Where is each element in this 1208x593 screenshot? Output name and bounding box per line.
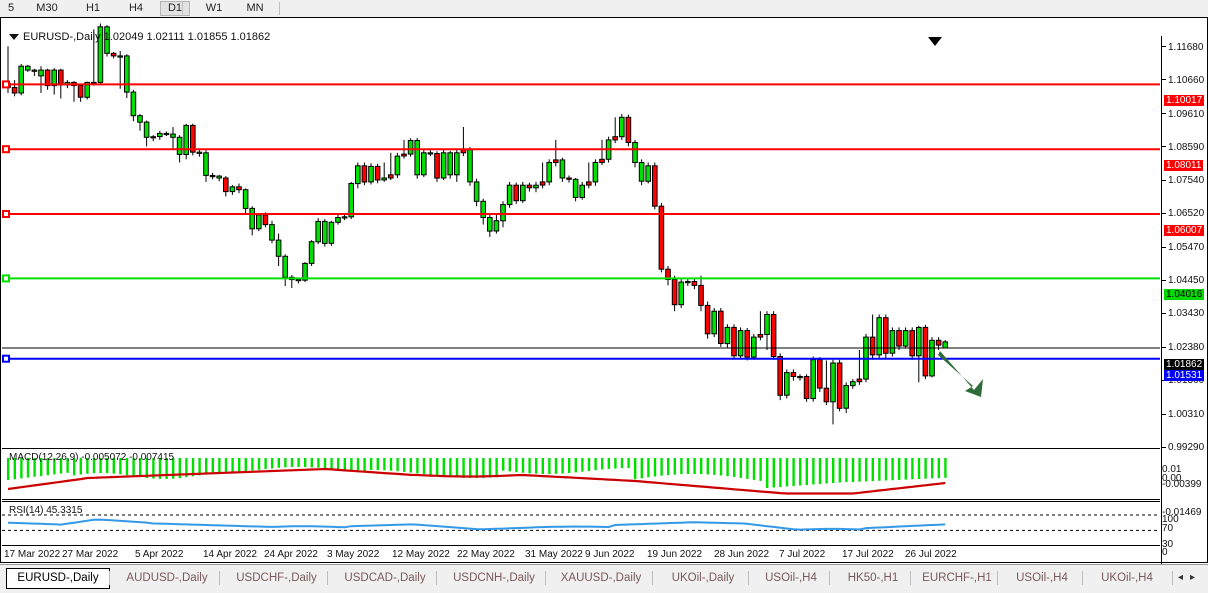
time-label: 3 May 2022 <box>327 549 380 560</box>
chart-symbol-ohlc: EURUSD-,Daily 1.02049 1.02111 1.01855 1.… <box>23 31 271 43</box>
price-label-black[interactable]: 1.01862 <box>1164 359 1205 371</box>
tab-separator <box>1082 571 1083 585</box>
time-label: 9 Jun 2022 <box>585 549 635 560</box>
timeframe-m30[interactable]: M30 <box>36 2 58 14</box>
price-label-red[interactable]: 1.08011 <box>1164 160 1204 172</box>
time-label: 28 Jun 2022 <box>714 549 770 560</box>
rsi-pane[interactable]: RSI(14) 45.3315 <box>2 501 1160 544</box>
time-scale[interactable]: 17 Mar 2022 27 Mar 2022 5 Apr 2022 14 Apr 2… <box>2 545 1160 563</box>
timeframe-toolbar: 5 M30 H1 H4 D1 W1 MN <box>0 0 1208 18</box>
time-label: 5 Apr 2022 <box>135 549 184 560</box>
symbol-tab-usoil--h4[interactable]: USOil-,H4 <box>765 572 817 584</box>
toolbar-separator <box>279 2 280 15</box>
tab-separator <box>748 571 749 585</box>
price-tick: 1.09610 <box>1162 109 1204 120</box>
price-tick: 1.06520 <box>1162 208 1204 219</box>
symbol-tab-ukoil--h4[interactable]: UKOil-,H4 <box>1101 572 1153 584</box>
price-label-red[interactable]: 1.10017 <box>1164 95 1205 107</box>
macd-scale-tick: 0.00 <box>1162 473 1182 484</box>
tab-separator <box>910 571 911 585</box>
chart-plot-area[interactable]: MACD(12,26,9) -0.005072 -0.007415 RSI(14… <box>2 19 1160 544</box>
rsi-scale-tick: 30 <box>1162 539 1174 550</box>
toolbar-separator <box>182 2 183 15</box>
price-tick: 1.11680 <box>1162 42 1203 53</box>
rsi-scale-tick: 70 <box>1162 523 1174 534</box>
time-label: 26 Jul 2022 <box>905 549 957 560</box>
time-label: 22 May 2022 <box>457 549 515 560</box>
chart-frame[interactable]: EURUSD-,Daily 1.02049 1.02111 1.01855 1.… <box>0 17 1208 580</box>
timeframe-d1[interactable]: D1 <box>160 1 190 16</box>
macd-label: MACD(12,26,9) -0.005072 -0.007415 <box>9 452 175 463</box>
time-label: 19 Jun 2022 <box>647 549 703 560</box>
price-tick: 1.03430 <box>1162 308 1204 319</box>
macd-scale-tick: 0.01 <box>1162 464 1182 475</box>
price-tick: 1.08590 <box>1162 142 1204 153</box>
rsi-series <box>2 514 1160 531</box>
price-tick: 1.07540 <box>1162 175 1204 186</box>
symbol-tab-hk50--h1[interactable]: HK50-,H1 <box>847 572 899 584</box>
time-label: 14 Apr 2022 <box>203 549 257 560</box>
symbol-tab-audusd--daily[interactable]: AUDUSD-,Daily <box>126 572 208 584</box>
time-label: 27 Mar 2022 <box>62 549 119 560</box>
symbol-tab-usdchf--daily[interactable]: USDCHF-,Daily <box>236 572 317 584</box>
down-arrow-annotation[interactable] <box>938 351 983 397</box>
time-label: 17 Mar 2022 <box>4 549 61 560</box>
symbol-tab-ukoil--daily[interactable]: UKOil-,Daily <box>671 572 735 584</box>
symbol-tab-usdcnh--daily[interactable]: USDCNH-,Daily <box>453 572 535 584</box>
timeframe-mn[interactable]: MN <box>246 2 264 14</box>
timeframe-w1[interactable]: W1 <box>205 2 223 14</box>
price-pane[interactable] <box>2 19 1160 447</box>
price-tick: 1.02380 <box>1162 342 1204 353</box>
macd-scale-tick: -0.01469 <box>1162 507 1202 518</box>
symbol-tab-eurchf--h1[interactable]: EURCHF-,H1 <box>922 572 992 584</box>
timeframe-h1[interactable]: H1 <box>85 2 101 14</box>
rsi-scale-tick: 100 <box>1162 514 1179 525</box>
rsi-scale-tick: 0 <box>1162 547 1168 558</box>
macd-pane[interactable]: MACD(12,26,9) -0.005072 -0.007415 <box>2 448 1160 500</box>
tab-scroll-right-icon[interactable]: ▸ <box>1189 572 1202 583</box>
price-tick: 1.00310 <box>1162 409 1204 420</box>
time-label: 7 Jul 2022 <box>779 549 826 560</box>
tab-separator <box>829 571 830 585</box>
tab-separator <box>545 571 546 585</box>
time-label: 24 Apr 2022 <box>264 549 318 560</box>
candlestick-series <box>2 23 1160 425</box>
chart-header: EURUSD-,Daily 1.02049 1.02111 1.01855 1.… <box>9 31 270 43</box>
symbol-tab-usdcad--daily[interactable]: USDCAD-,Daily <box>344 572 426 584</box>
macd-scale-tick: -0.00399 <box>1162 479 1202 490</box>
price-scale[interactable]: 1.11680 1.10660 1.09610 1.08590 1.07540 1.065… <box>1161 36 1208 580</box>
tab-separator <box>219 571 220 585</box>
timeframe-h4[interactable]: H4 <box>128 2 144 14</box>
macd-series <box>7 458 947 495</box>
tab-separator <box>327 571 328 585</box>
tab-separator <box>997 571 998 585</box>
tab-separator <box>109 571 110 585</box>
symbol-tab-bar[interactable]: ◂▸ EURUSD-,Daily AUDUSD-,Daily USDCHF-,Dai… <box>0 564 1208 593</box>
tab-scroll-arrows[interactable]: ◂▸ <box>1178 572 1202 583</box>
price-tick: 1.05470 <box>1162 242 1204 253</box>
tab-separator <box>1172 571 1173 585</box>
symbol-tab-usoil--h4[interactable]: USOil-,H4 <box>1016 572 1068 584</box>
price-label-blue[interactable]: 1.01531 <box>1164 369 1205 381</box>
timeframe-5[interactable]: 5 <box>7 2 15 14</box>
period-separator-marker <box>928 37 942 46</box>
price-label-green[interactable]: 1.04016 <box>1164 289 1205 301</box>
rsi-label: RSI(14) 45.3315 <box>9 505 83 516</box>
price-label-red[interactable]: 1.06007 <box>1164 225 1205 237</box>
collapse-triangle-icon[interactable] <box>9 34 19 41</box>
time-label: 17 Jul 2022 <box>842 549 894 560</box>
tab-separator <box>652 571 653 585</box>
time-label: 31 May 2022 <box>525 549 583 560</box>
price-tick: 1.10660 <box>1162 75 1204 86</box>
symbol-tab-xauusd--daily[interactable]: XAUUSD-,Daily <box>560 572 642 584</box>
price-tick: 0.99290 <box>1162 442 1204 453</box>
tab-separator <box>436 571 437 585</box>
time-label: 12 May 2022 <box>392 549 450 560</box>
symbol-tab-eurusd--daily[interactable]: EURUSD-,Daily <box>6 568 110 589</box>
price-tick: 1.04450 <box>1162 275 1204 286</box>
tab-scroll-left-icon[interactable]: ◂ <box>1177 572 1190 583</box>
